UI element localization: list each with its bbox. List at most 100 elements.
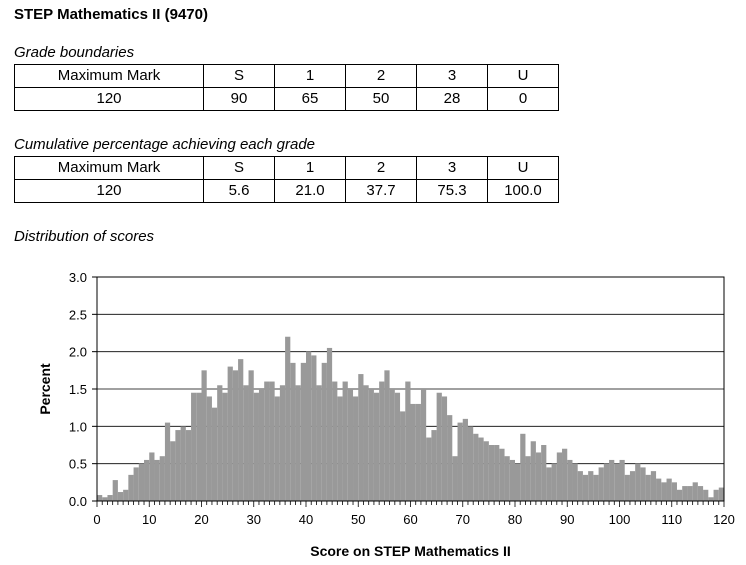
histogram-bar [133, 467, 139, 501]
histogram-bar [311, 355, 317, 501]
histogram-bar [191, 392, 197, 501]
histogram-bar [629, 471, 636, 501]
x-tick-label: 60 [403, 512, 417, 527]
histogram-bar [515, 463, 521, 501]
histogram-bar [473, 433, 479, 501]
table-cell: 75.3 [416, 179, 488, 203]
histogram-bar [295, 385, 301, 501]
histogram-bar [525, 456, 531, 501]
histogram-bar [201, 370, 207, 501]
histogram-bar [661, 482, 667, 501]
histogram-bar [175, 430, 181, 501]
histogram-bar [269, 381, 275, 501]
histogram-bar [593, 474, 599, 501]
histogram-bar [123, 489, 129, 501]
x-tick-label: 120 [713, 512, 735, 527]
histogram-bar [248, 370, 254, 501]
histogram-bar [687, 486, 693, 501]
histogram-bar [144, 459, 150, 501]
histogram-bar [363, 385, 369, 501]
histogram-bar [551, 463, 557, 501]
histogram-bar [394, 392, 401, 501]
x-tick-label: 50 [351, 512, 365, 527]
x-tick-label: 100 [609, 512, 631, 527]
histogram-bar [154, 459, 160, 501]
histogram-bar [164, 422, 171, 501]
histogram-bar [562, 448, 568, 501]
y-tick-label: 1.5 [69, 382, 87, 397]
histogram-bar [692, 482, 698, 501]
histogram-bar [467, 426, 474, 501]
histogram-bar [541, 445, 547, 501]
histogram-bar [415, 403, 421, 501]
histogram-bar [603, 463, 610, 501]
histogram-bar [713, 489, 719, 501]
x-tick-label: 90 [560, 512, 574, 527]
table-cell: 100.0 [487, 179, 559, 203]
histogram-bar [306, 351, 312, 501]
histogram-bar [530, 441, 536, 501]
table-header-row: Maximum Mark S 1 2 3 U [14, 64, 559, 88]
histogram-bar [441, 396, 448, 501]
table-cell: 90 [203, 87, 275, 111]
table-header-cell: 1 [274, 156, 346, 180]
histogram-bar [457, 422, 463, 501]
histogram-bar [462, 418, 468, 501]
histogram-bar [478, 437, 484, 501]
histogram-bar [300, 362, 306, 501]
histogram-bar [624, 474, 630, 501]
histogram-bar [400, 411, 406, 501]
x-tick-label: 20 [194, 512, 208, 527]
histogram-bar [535, 452, 542, 501]
histogram-bar [567, 459, 573, 501]
histogram-bar [650, 471, 657, 501]
histogram-bar [373, 392, 380, 501]
histogram-bar [609, 459, 615, 501]
histogram-bar [645, 474, 651, 501]
table-cell: 50 [345, 87, 417, 111]
y-tick-label: 2.5 [69, 307, 87, 322]
histogram-bar [211, 407, 218, 501]
table-cell: 28 [416, 87, 488, 111]
histogram-bar [682, 486, 688, 501]
table-header-cell: Maximum Mark [14, 156, 204, 180]
histogram-bar [353, 396, 359, 501]
histogram-bar [666, 478, 672, 501]
histogram-bar [447, 415, 453, 501]
table-header-row: Maximum Mark S 1 2 3 U [14, 156, 559, 180]
histogram-bar [708, 497, 714, 501]
histogram-bar [614, 463, 620, 501]
histogram-bar [274, 396, 280, 501]
histogram-bar [520, 433, 526, 501]
histogram-bar [420, 389, 427, 501]
histogram-bar [332, 381, 338, 501]
histogram-bar [347, 389, 354, 501]
histogram-bar [504, 456, 510, 501]
histogram-bar [264, 381, 270, 501]
histogram-bar [368, 389, 374, 501]
histogram-bar [640, 467, 646, 501]
histogram-bar [410, 403, 416, 501]
histogram-bar [217, 385, 223, 501]
y-axis-label: Percent [37, 363, 53, 415]
table-row: 120 90 65 50 28 0 [14, 87, 559, 111]
histogram-bar [112, 480, 118, 501]
histogram-bar [117, 492, 124, 501]
x-tick-label: 30 [247, 512, 261, 527]
histogram-bar [718, 487, 724, 501]
histogram-bar [697, 486, 704, 501]
table-header-cell: 2 [345, 156, 417, 180]
histogram-bar [598, 467, 604, 501]
histogram-bar [227, 366, 233, 501]
cumulative-caption: Cumulative percentage achieving each gra… [14, 136, 316, 153]
histogram-bar [452, 456, 458, 501]
histogram-bar [619, 459, 625, 501]
histogram-bar [238, 359, 244, 501]
histogram-bar [97, 495, 103, 501]
histogram-bar [379, 381, 385, 501]
table-cell: 0 [487, 87, 559, 111]
table-cell: 21.0 [274, 179, 346, 203]
histogram-bar [321, 362, 327, 501]
table-header-cell: 3 [416, 64, 488, 88]
